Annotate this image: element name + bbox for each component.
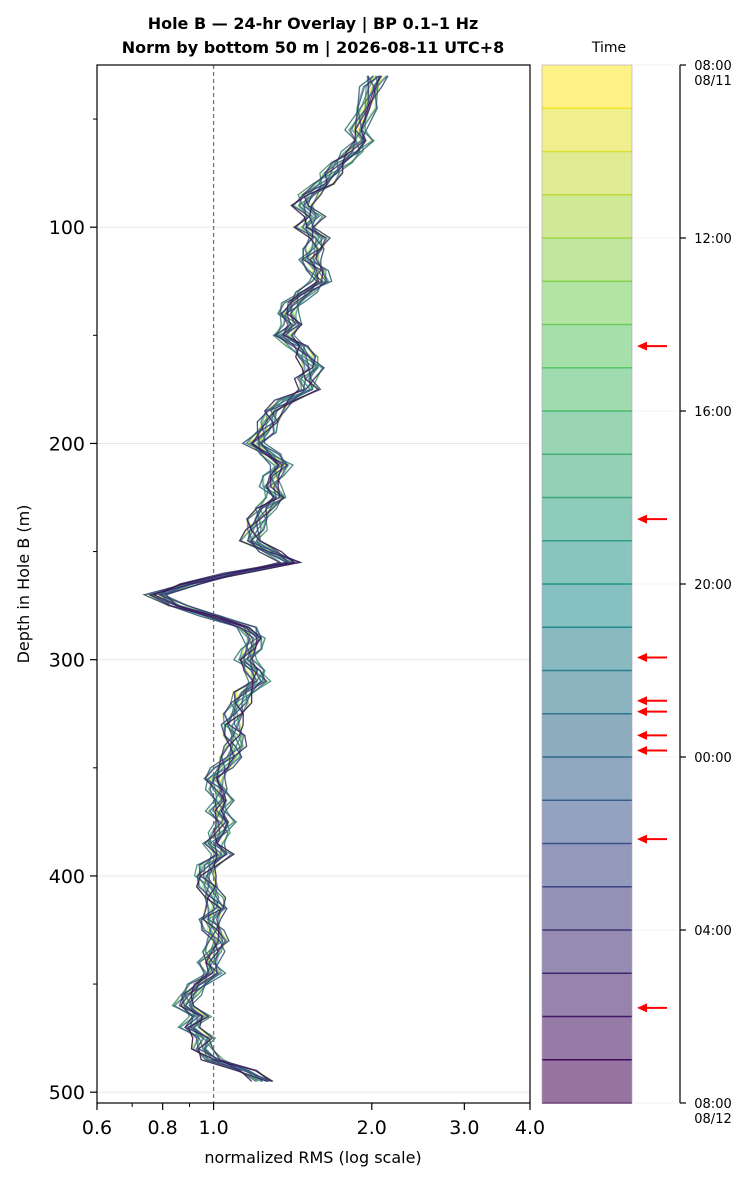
y-axis-label: Depth in Hole B (m): [14, 505, 33, 664]
colorbar: [541, 64, 677, 1104]
y-tick-label: 300: [49, 650, 85, 672]
colorbar-block: [542, 151, 632, 195]
x-tick-label: 4.0: [515, 1117, 545, 1139]
event-arrow: [637, 730, 667, 740]
series-line: [147, 75, 382, 1082]
colorbar-block: [542, 281, 632, 325]
series-line: [161, 75, 376, 1082]
colorbar-block: [542, 670, 632, 714]
colorbar-block: [542, 584, 632, 628]
colorbar-block: [542, 497, 632, 541]
colorbar-block: [542, 108, 632, 152]
colorbar-block: [542, 454, 632, 498]
colorbar-axis: 08:00 08/11 12:00 16:00 20:00 00:00 04:00 08:00…: [679, 59, 732, 1127]
colorbar-arrows: [637, 341, 667, 1013]
series-line: [142, 75, 389, 1082]
colorbar-block: [542, 324, 632, 368]
colorbar-tick-label: 08:00 08/11: [694, 59, 731, 89]
colorbar-block: [542, 627, 632, 671]
y-tick-label: 500: [49, 1082, 85, 1104]
series-line: [156, 75, 375, 1082]
colorbar-tick-label: 04:00: [694, 924, 731, 939]
series-line: [159, 75, 378, 1082]
colorbar-block: [542, 367, 632, 411]
series-line: [149, 75, 387, 1082]
series-line: [142, 75, 389, 1082]
plot-frame: [96, 64, 531, 1104]
series-line: [158, 75, 380, 1082]
series-line: [152, 75, 382, 1082]
y-axis-ticks: 100 200 300 400 500: [49, 118, 97, 1104]
series-line: [149, 75, 380, 1082]
colorbar-tick-label: 12:00: [694, 232, 731, 247]
y-tick-label: 200: [49, 433, 85, 455]
x-tick-label: 1.0: [198, 1117, 228, 1139]
series-line: [161, 75, 378, 1082]
event-arrow: [637, 514, 667, 524]
y-tick-label: 100: [49, 217, 85, 239]
colorbar-block: [542, 930, 632, 974]
series-line: [152, 75, 383, 1082]
colorbar-title: Time: [591, 40, 626, 56]
series-line: [153, 75, 379, 1082]
series-line: [158, 75, 374, 1082]
event-arrow: [637, 1003, 667, 1013]
series-lines: [142, 75, 389, 1082]
x-tick-label: 2.0: [357, 1117, 387, 1139]
colorbar-block: [542, 757, 632, 801]
x-axis-label: normalized RMS (log scale): [204, 1148, 421, 1167]
x-axis-ticks: 0.6 0.8 1.0 2.0 3.0 4.0: [82, 1103, 545, 1139]
series-line: [153, 75, 379, 1082]
colorbar-block: [542, 540, 632, 584]
series-line: [165, 75, 371, 1082]
event-arrow: [637, 746, 667, 756]
colorbar-block: [542, 1016, 632, 1060]
colorbar-tick-label: 20:00: [694, 578, 731, 593]
colorbar-block: [542, 973, 632, 1017]
colorbar-tick-label: 00:00: [694, 751, 731, 766]
chart-title-line2: Norm by bottom 50 m | 2026-08-11 UTC+8: [122, 38, 505, 58]
colorbar-block: [542, 194, 632, 238]
x-tick-label: 3.0: [449, 1117, 479, 1139]
event-arrow: [637, 653, 667, 663]
x-tick-label: 0.6: [82, 1117, 112, 1139]
colorbar-tick-label: 16:00: [694, 405, 731, 420]
x-tick-label: 0.8: [148, 1117, 178, 1139]
event-arrow: [637, 707, 667, 717]
colorbar-block: [542, 713, 632, 757]
series-line: [162, 75, 375, 1082]
series-line: [162, 75, 376, 1082]
event-arrow: [637, 696, 667, 706]
series-line: [164, 75, 369, 1082]
colorbar-block: [542, 1059, 632, 1103]
colorbar-block: [542, 411, 632, 455]
colorbar-block: [542, 800, 632, 844]
y-tick-label: 400: [49, 866, 85, 888]
colorbar-block: [542, 65, 632, 109]
grid: [97, 226, 530, 1093]
series-line: [152, 75, 383, 1082]
colorbar-block: [542, 238, 632, 282]
chart-title-line1: Hole B — 24-hr Overlay | BP 0.1–1 Hz: [148, 14, 479, 34]
colorbar-block: [542, 886, 632, 930]
colorbar-tick-label: 08:00 08/12: [694, 1097, 731, 1127]
colorbar-block: [542, 843, 632, 887]
series-line: [157, 75, 381, 1082]
series-line: [146, 75, 383, 1082]
event-arrow: [637, 341, 667, 351]
series-line: [147, 75, 388, 1082]
event-arrow: [637, 834, 667, 844]
series-line: [160, 75, 379, 1082]
